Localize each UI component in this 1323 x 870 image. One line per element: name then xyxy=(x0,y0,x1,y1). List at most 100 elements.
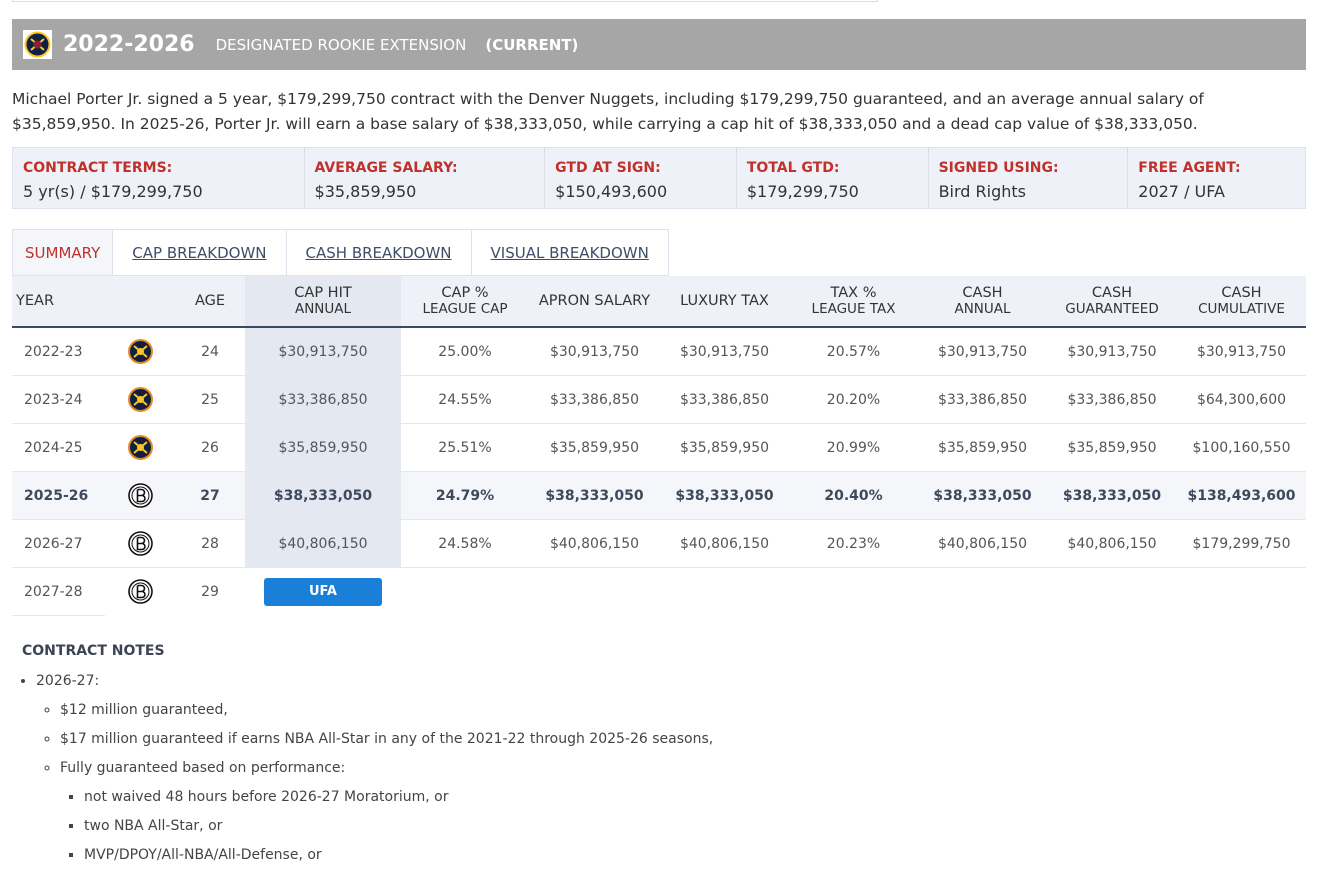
notes-title: CONTRACT NOTES xyxy=(22,643,165,659)
table-row: 2023-24 25 $33,386,850 24.55% $33,386,850 $33… xyxy=(12,375,1306,424)
logo-cell xyxy=(105,519,175,568)
column-title: CAP % xyxy=(441,285,489,301)
table-cell: $30,913,750 xyxy=(660,327,789,376)
column-header: LUXURY TAX xyxy=(660,276,789,328)
table-cell: $35,859,950 xyxy=(1047,423,1177,472)
table-cell: 25 xyxy=(175,375,245,424)
table-cell: $100,160,550 xyxy=(1177,423,1306,472)
table-cell: $38,333,050 xyxy=(918,471,1047,520)
note-item: $12 million guaranteed, xyxy=(60,696,713,725)
column-title: APRON SALARY xyxy=(538,293,651,309)
table-cell: $40,806,150 xyxy=(660,519,789,568)
column-header xyxy=(105,276,175,328)
team-logo xyxy=(127,339,153,364)
year-cell: 2026-27 xyxy=(12,519,105,568)
table-row: 2025-26 27 $38,333,050 24.79% $38,333,050 $38… xyxy=(12,471,1306,520)
year-cell: 2023-24 xyxy=(12,375,105,424)
table-cell: 20.57% xyxy=(789,327,918,376)
year-cell: 2022-23 xyxy=(12,327,105,376)
note-item: not waived 48 hours before 2026-27 Morat… xyxy=(84,783,713,812)
table-cell: 20.20% xyxy=(789,375,918,424)
column-header: YEAR xyxy=(12,276,105,328)
table-cell: 25.51% xyxy=(401,423,529,472)
column-title: CASH xyxy=(1091,285,1133,301)
column-subtitle: LEAGUE CAP xyxy=(422,301,508,317)
table-row: 2027-28 29 UFA xyxy=(12,567,1306,616)
table-cell: $40,806,150 xyxy=(529,519,660,568)
column-header: CASH ANNUAL xyxy=(918,276,1047,328)
year-cell: 2027-28 xyxy=(12,567,105,616)
team-logo xyxy=(127,579,153,605)
term-value: 2027 / UFA xyxy=(1138,182,1225,201)
table-cell: $33,386,850 xyxy=(529,375,660,424)
term-label: GTD AT SIGN: xyxy=(555,160,661,176)
column-subtitle: GUARANTEED xyxy=(1065,301,1159,317)
contract-notes: CONTRACT NOTES 2026-27: $12 million guara… xyxy=(12,643,713,870)
note-item: $17 million guaranteed if earns NBA All-… xyxy=(60,725,713,754)
team-logo xyxy=(127,531,153,556)
term-label: FREE AGENT: xyxy=(1138,160,1241,176)
note-text: Fully guaranteed based on performance: xyxy=(60,760,346,776)
column-header: CAP HIT ANNUAL xyxy=(245,276,401,328)
team-logo xyxy=(23,30,52,59)
note-text: $12 million guaranteed, xyxy=(60,702,228,718)
term-label: TOTAL GTD: xyxy=(746,160,840,176)
table-cell: $33,386,850 xyxy=(918,375,1047,424)
table-row: 2024-25 26 $35,859,950 25.51% $35,859,950 $35… xyxy=(12,423,1306,472)
tab[interactable]: CASH BREAKDOWN xyxy=(286,229,472,276)
term: GTD AT SIGN: $150,493,600 xyxy=(545,148,737,208)
table-cell: 24.79% xyxy=(401,471,529,520)
contract-status: (CURRENT) xyxy=(485,35,579,54)
logo-cell xyxy=(105,423,175,472)
table-cell: 25.00% xyxy=(401,327,529,376)
table-cell: 26 xyxy=(175,423,245,472)
table-cell: $40,806,150 xyxy=(918,519,1047,568)
column-header: CASH GUARANTEED xyxy=(1047,276,1177,328)
column-subtitle: ANNUAL xyxy=(294,301,352,317)
terms-bar: CONTRACT TERMS: 5 yr(s) / $179,299,750 AVE… xyxy=(12,147,1306,209)
tab[interactable]: SUMMARY xyxy=(12,229,114,276)
column-title: CAP HIT xyxy=(294,285,352,301)
table-cell: 24.55% xyxy=(401,375,529,424)
note-text: MVP/DPOY/All-NBA/All-Defense, or xyxy=(84,847,322,863)
column-header: CAP % LEAGUE CAP xyxy=(401,276,529,328)
table-cell: $30,913,750 xyxy=(529,327,660,376)
term: TOTAL GTD: $179,299,750 xyxy=(737,148,929,208)
note-item: 2026-27: $12 million guaranteed, $17 milli… xyxy=(36,667,713,870)
table-cell: 20.99% xyxy=(789,423,918,472)
table-cell: $35,859,950 xyxy=(918,423,1047,472)
column-header: CASH CUMULATIVE xyxy=(1177,276,1306,328)
table-cell: $35,859,950 xyxy=(529,423,660,472)
table-cell: 27 xyxy=(175,471,245,520)
term-value: $35,859,950 xyxy=(314,182,417,201)
contract-type: DESIGNATED ROOKIE EXTENSION xyxy=(215,35,467,54)
table-cell: 29 xyxy=(201,583,219,600)
term-value: $150,493,600 xyxy=(555,182,668,201)
table-cell: 24.58% xyxy=(401,519,529,568)
term-value: $179,299,750 xyxy=(746,182,859,201)
column-subtitle: ANNUAL xyxy=(954,301,1011,317)
column-header: TAX % LEAGUE TAX xyxy=(789,276,918,328)
table-cell: $40,806,150 xyxy=(245,519,401,568)
logo-cell xyxy=(105,471,175,520)
column-title: LUXURY TAX xyxy=(680,293,769,309)
table-row: 2026-27 28 $40,806,150 24.58% $40,806,150 $40… xyxy=(12,519,1306,568)
description: Michael Porter Jr. signed a 5 year, $179… xyxy=(12,90,1204,133)
note-list: $12 million guaranteed, $17 million guara… xyxy=(36,696,713,870)
column-title: TAX % xyxy=(830,285,877,301)
term-label: AVERAGE SALARY: xyxy=(314,160,458,176)
status-cell: UFA xyxy=(245,568,401,616)
logo-cell xyxy=(105,327,175,376)
term: SIGNED USING: Bird Rights xyxy=(929,148,1129,208)
note-text: 2026-27: xyxy=(36,673,100,689)
tabs: SUMMARY CAP BREAKDOWN CASH BREAKDOWN VISUAL… xyxy=(12,229,669,276)
tab[interactable]: CAP BREAKDOWN xyxy=(113,229,287,276)
term-label: SIGNED USING: xyxy=(938,160,1059,176)
note-list: 2026-27: $12 million guaranteed, $17 milli… xyxy=(12,667,713,870)
tab[interactable]: VISUAL BREAKDOWN xyxy=(471,229,669,276)
table-cell: $38,333,050 xyxy=(1047,471,1177,520)
note-text: two NBA All-Star, or xyxy=(84,818,223,834)
table-cell: $179,299,750 xyxy=(1177,519,1306,568)
table-cell: $138,493,600 xyxy=(1177,471,1306,520)
